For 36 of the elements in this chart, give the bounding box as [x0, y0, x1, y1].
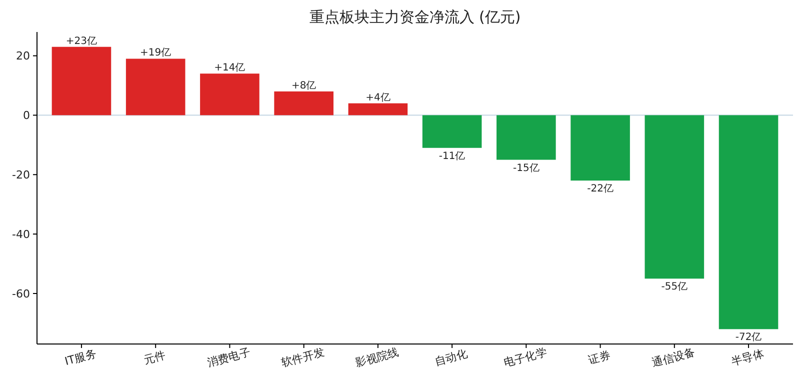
x-tick-label: 软件开发: [280, 346, 326, 370]
x-tick-label: 通信设备: [650, 346, 696, 370]
bar: [274, 91, 334, 116]
y-tick-label: 0: [23, 109, 30, 122]
x-tick-label: 电子化学: [502, 346, 548, 370]
bar: [348, 103, 408, 116]
y-tick-label: -20: [12, 168, 30, 182]
data-label: +19亿: [140, 48, 172, 59]
bar: [496, 115, 556, 160]
data-label: -72亿: [735, 332, 762, 344]
x-tick-label: 影视院线: [354, 346, 400, 370]
x-tick-label: 半导体: [730, 347, 766, 368]
y-tick-label: 20: [16, 50, 30, 63]
x-tick-label: 证券: [587, 348, 612, 367]
data-label: +14亿: [214, 62, 246, 74]
data-label: +8亿: [291, 80, 316, 92]
chart-title: 重点板块主力资金净流入 (亿元): [309, 8, 521, 26]
x-tick-label: IT服务: [63, 347, 98, 368]
data-label: -22亿: [587, 184, 614, 195]
bar: [644, 115, 704, 279]
data-label: +23亿: [66, 36, 98, 47]
bar: [200, 74, 260, 116]
bar: [570, 115, 630, 181]
x-tick-label: 元件: [142, 348, 167, 367]
x-tick-label: 自动化: [434, 347, 469, 368]
x-tick-label: 消费电子: [206, 346, 252, 370]
data-label: -55亿: [661, 282, 688, 293]
y-tick-label: -40: [12, 228, 30, 241]
data-label: -11亿: [438, 150, 466, 162]
bar: [126, 58, 186, 116]
bar: [422, 115, 482, 148]
data-label: -15亿: [513, 162, 540, 174]
bar: [718, 115, 778, 330]
bar: [52, 46, 112, 116]
data-label: +4亿: [366, 92, 390, 104]
y-tick-label: -60: [12, 287, 30, 300]
